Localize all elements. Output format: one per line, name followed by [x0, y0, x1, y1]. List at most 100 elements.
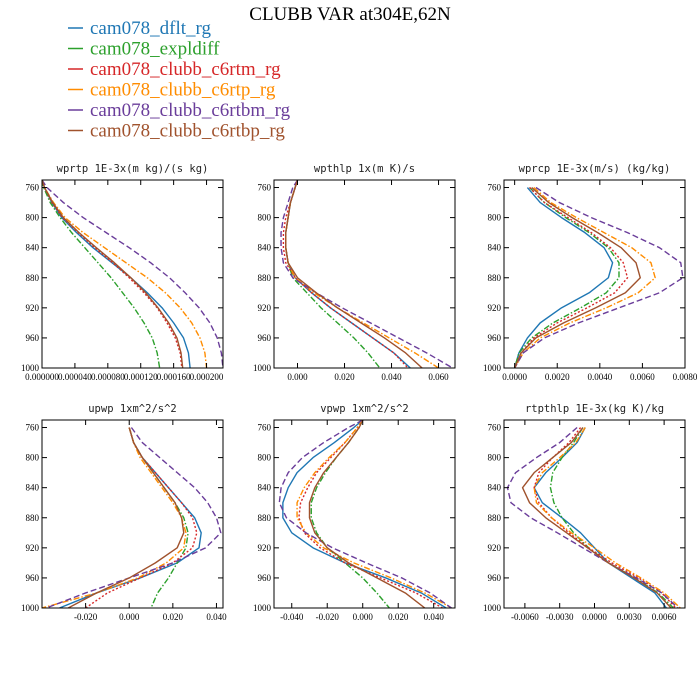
- y-tick-label: 840: [258, 243, 272, 253]
- y-tick-label: 800: [258, 213, 272, 223]
- panel-title: wpthlp 1x(m K)/s: [314, 163, 415, 175]
- x-tick-label: 0.0080: [673, 372, 698, 382]
- plot-frame: [273, 179, 456, 369]
- series-group: [513, 186, 684, 368]
- y-tick-label: 840: [258, 483, 272, 493]
- x-tick-label: 0.0020: [545, 372, 570, 382]
- plot-frame: [503, 419, 686, 609]
- y-tick-label: 880: [488, 273, 502, 283]
- y-tick-label: 800: [26, 453, 40, 463]
- figure-title: CLUBB VAR at304E,62N: [249, 4, 451, 25]
- y-tick-label: 880: [26, 513, 40, 523]
- panel: upwp 1xm^2/s^2 760 800 840 880 920 960 1000 -0.0…: [21, 403, 227, 622]
- legend-label: cam078_expldiff: [90, 39, 220, 60]
- legend: cam078_dflt_rgcam078_expldiffcam078_club…: [68, 18, 291, 142]
- x-tick-label: 0.040: [381, 372, 402, 382]
- x-tick-label: 0.020: [388, 612, 409, 622]
- y-tick-label: 800: [488, 213, 502, 223]
- legend-label: cam078_clubb_c6rtbp_rg: [90, 121, 285, 142]
- x-tick-label: 0.000080: [91, 372, 125, 382]
- panel: rtpthlp 1E-3x(kg K)/kg 760 800 840 880 920 960…: [483, 403, 686, 622]
- series-group: [42, 427, 222, 608]
- panel-title: wprtp 1E-3x(m kg)/(s kg): [57, 163, 209, 175]
- x-tick-label: 0.0060: [652, 612, 677, 622]
- x-tick-label: 0.000: [119, 612, 140, 622]
- series-line: [42, 180, 184, 368]
- series-group: [278, 420, 452, 608]
- series-line: [42, 180, 208, 368]
- x-tick-label: 0.0040: [587, 372, 612, 382]
- y-tick-label: 760: [258, 183, 272, 193]
- y-tick-label: 880: [258, 513, 272, 523]
- x-tick-label: 0.0000: [502, 372, 527, 382]
- series-line: [280, 180, 454, 368]
- y-tick-label: 920: [26, 303, 40, 313]
- series-line: [549, 427, 674, 608]
- y-tick-label: 920: [258, 543, 272, 553]
- y-tick-label: 920: [258, 303, 272, 313]
- series-line: [514, 186, 656, 368]
- panel-title: wprcp 1E-3x(m/s) (kg/kg): [519, 163, 671, 175]
- series-group: [506, 426, 681, 608]
- y-tick-label: 800: [26, 213, 40, 223]
- x-tick-label: 0.020: [163, 612, 184, 622]
- panel: wprcp 1E-3x(m/s) (kg/kg) 760 800 840 880 920 9…: [483, 163, 698, 382]
- series-line: [42, 180, 191, 368]
- series-line: [310, 420, 390, 608]
- legend-label: cam078_dflt_rg: [90, 18, 212, 39]
- plot-frame: [503, 179, 686, 369]
- legend-label: cam078_clubb_c6rtm_rg: [90, 59, 281, 80]
- y-tick-label: 760: [488, 183, 502, 193]
- plot-frame: [41, 179, 224, 369]
- series-line: [514, 187, 629, 368]
- y-tick-label: 880: [258, 273, 272, 283]
- y-tick-label: 760: [26, 423, 40, 433]
- series-line: [42, 427, 187, 608]
- panels: wprtp 1E-3x(m kg)/(s kg) 760 800 840 880 920 9…: [21, 163, 698, 622]
- y-tick-label: 880: [26, 273, 40, 283]
- y-tick-label: 1000: [21, 363, 40, 373]
- legend-label: cam078_clubb_c6rtbm_rg: [90, 100, 291, 121]
- y-tick-label: 840: [26, 483, 40, 493]
- series-line: [308, 420, 426, 608]
- x-tick-label: -0.0060: [511, 612, 539, 622]
- series-group: [42, 180, 223, 368]
- series-line: [533, 427, 681, 608]
- series-line: [42, 180, 183, 368]
- x-tick-label: 0.040: [424, 612, 445, 622]
- series-line: [506, 426, 679, 608]
- x-tick-label: -0.020: [74, 612, 98, 622]
- panel: wprtp 1E-3x(m kg)/(s kg) 760 800 840 880 920 9…: [21, 163, 224, 382]
- y-tick-label: 840: [488, 243, 502, 253]
- x-tick-label: 0.000200: [190, 372, 224, 382]
- y-tick-label: 920: [488, 303, 502, 313]
- series-line: [42, 180, 161, 368]
- x-tick-label: 0.000040: [58, 372, 92, 382]
- y-tick-label: 1000: [253, 363, 272, 373]
- legend-label: cam078_clubb_c6rtp_rg: [90, 80, 276, 101]
- y-tick-label: 840: [488, 483, 502, 493]
- y-tick-label: 960: [488, 333, 502, 343]
- panel-title: upwp 1xm^2/s^2: [88, 403, 177, 415]
- y-tick-label: 840: [26, 243, 40, 253]
- x-tick-label: 0.000000: [25, 372, 59, 382]
- x-tick-label: -0.040: [280, 612, 304, 622]
- y-tick-label: 800: [488, 453, 502, 463]
- series-line: [296, 420, 452, 608]
- y-tick-label: 1000: [21, 603, 40, 613]
- x-tick-label: 0.000120: [124, 372, 158, 382]
- x-tick-label: 0.0030: [617, 612, 642, 622]
- x-tick-label: 0.000160: [157, 372, 191, 382]
- plot-frame: [41, 419, 224, 609]
- y-tick-label: 760: [488, 423, 502, 433]
- series-line: [67, 427, 185, 608]
- x-tick-label: 0.0060: [630, 372, 655, 382]
- x-tick-label: 0.000: [353, 612, 374, 622]
- y-tick-label: 960: [258, 333, 272, 343]
- y-tick-label: 960: [488, 573, 502, 583]
- series-line: [285, 180, 439, 368]
- y-tick-label: 920: [26, 543, 40, 553]
- plot-frame: [273, 419, 456, 609]
- series-group: [280, 180, 454, 368]
